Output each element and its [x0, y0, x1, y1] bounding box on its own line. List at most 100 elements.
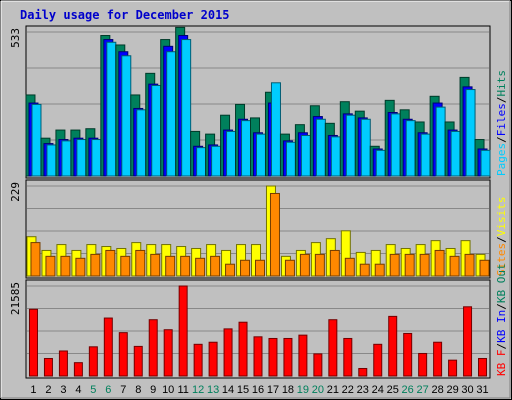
day-label-21: 21: [327, 384, 339, 396]
day-label-31: 31: [476, 384, 488, 396]
bar-bot-kb-f-day-17: [268, 337, 278, 377]
legend-item: Visits: [495, 197, 508, 237]
bar-bot-kb-f-day-6: [103, 317, 113, 377]
day-label-7: 7: [120, 384, 126, 396]
bar-top-pages-day-22: [345, 114, 356, 177]
bar-top-pages-day-29: [450, 130, 461, 177]
bar-top-pages-day-15: [241, 120, 252, 177]
bar-bot-kb-f-day-20: [313, 353, 323, 377]
bar-top-pages-day-11: [181, 39, 192, 177]
bar-mid-sites-day-10: [165, 255, 176, 277]
day-label-2: 2: [45, 384, 51, 396]
day-label-18: 18: [282, 384, 294, 396]
day-label-5: 5: [90, 384, 96, 396]
legend-separator: /: [495, 236, 508, 243]
legend-top: Pages/Files/Hits: [495, 70, 508, 176]
max-label-top: 533: [9, 28, 22, 48]
bar-mid-sites-day-13: [210, 255, 221, 277]
day-label-20: 20: [312, 384, 324, 396]
bar-top-pages-day-10: [166, 51, 177, 177]
bar-top-pages-day-13: [211, 145, 222, 177]
bar-top-pages-day-5: [91, 139, 102, 177]
bar-bot-kb-f-day-11: [178, 285, 188, 377]
bar-mid-sites-day-2: [45, 255, 56, 277]
bar-bot-kb-f-day-26: [403, 332, 413, 377]
bar-mid-sites-day-6: [105, 249, 116, 277]
bar-mid-sites-day-31: [479, 259, 490, 277]
bar-top-pages-day-4: [76, 139, 87, 177]
legend-bot: KB F/KB In/KB Out: [495, 263, 508, 376]
legend-separator: /: [495, 303, 508, 310]
bar-bot-kb-f-day-27: [418, 352, 428, 377]
bar-top-pages-day-27: [420, 133, 431, 177]
legend-separator: /: [495, 136, 508, 143]
bar-bot-kb-f-day-3: [58, 350, 68, 377]
day-label-4: 4: [75, 384, 81, 396]
bar-top-pages-day-7: [121, 55, 132, 177]
bar-mid-sites-day-3: [60, 255, 71, 277]
bar-mid-sites-day-9: [150, 253, 161, 277]
bar-bot-kb-f-day-16: [253, 336, 263, 377]
bar-top-pages-day-28: [435, 106, 446, 177]
bar-top-pages-day-24: [375, 149, 386, 177]
day-label-27: 27: [417, 384, 429, 396]
bar-mid-sites-day-12: [195, 257, 206, 277]
legend-item: KB Out: [495, 263, 508, 303]
chart-title: Daily usage for December 2015: [20, 8, 230, 22]
day-label-28: 28: [431, 384, 443, 396]
bar-bot-kb-f-day-15: [238, 321, 248, 377]
day-label-11: 11: [177, 384, 188, 396]
bar-bot-kb-f-day-7: [118, 332, 128, 377]
bar-bot-kb-f-day-25: [388, 315, 398, 377]
legend-separator: /: [495, 97, 508, 104]
bar-top-pages-day-25: [390, 113, 401, 177]
bar-top-pages-day-12: [196, 147, 207, 177]
day-label-30: 30: [461, 384, 473, 396]
bar-mid-sites-day-25: [389, 253, 400, 277]
bar-bot-kb-f-day-28: [433, 341, 443, 377]
bar-mid-sites-day-7: [120, 255, 131, 277]
day-label-6: 6: [105, 384, 111, 396]
bar-mid-sites-day-23: [359, 263, 370, 277]
bar-bot-kb-f-day-5: [88, 346, 98, 377]
bar-bot-kb-f-day-13: [208, 341, 218, 377]
bar-bot-kb-f-day-10: [163, 329, 173, 377]
bar-mid-sites-day-22: [344, 257, 355, 277]
bar-bot-kb-f-day-29: [448, 359, 458, 377]
bar-top-pages-day-2: [46, 144, 57, 177]
day-label-9: 9: [150, 384, 156, 396]
day-label-24: 24: [372, 384, 384, 396]
max-label-mid: 229: [9, 182, 22, 202]
bar-bot-kb-f-day-12: [193, 343, 203, 377]
bar-mid-sites-day-21: [329, 249, 340, 277]
bar-mid-sites-day-29: [449, 255, 460, 277]
bar-mid-sites-day-17: [269, 192, 280, 277]
bar-mid-sites-day-11: [180, 255, 191, 277]
bar-bot-kb-f-day-21: [328, 319, 338, 377]
bar-top-pages-day-1: [31, 103, 42, 177]
day-label-26: 26: [402, 384, 414, 396]
bar-mid-sites-day-5: [90, 253, 101, 277]
bar-mid-sites-day-8: [135, 249, 146, 277]
bar-bot-kb-f-day-30: [463, 306, 473, 377]
bar-bot-kb-f-day-2: [43, 357, 53, 377]
bar-top-pages-day-20: [315, 118, 326, 177]
bar-mid-sites-day-4: [75, 257, 86, 277]
bar-top-pages-day-26: [405, 120, 416, 177]
bar-top-pages-day-6: [106, 41, 117, 177]
bar-top-pages-day-16: [256, 133, 266, 177]
bar-top-pages-day-3: [61, 140, 72, 177]
bar-mid-sites-day-19: [299, 253, 310, 277]
day-label-23: 23: [357, 384, 369, 396]
bar-top-pages-day-21: [330, 136, 341, 177]
bar-bot-kb-f-day-24: [373, 343, 383, 377]
day-label-3: 3: [60, 384, 66, 396]
legend-separator: /: [495, 343, 508, 350]
bar-bot-kb-f-day-19: [298, 334, 308, 377]
bar-bot-kb-f-day-18: [283, 337, 293, 377]
day-label-14: 14: [222, 384, 234, 396]
legend-item: KB In: [495, 310, 508, 343]
bar-top-pages-day-23: [360, 118, 371, 177]
day-label-19: 19: [297, 384, 309, 396]
